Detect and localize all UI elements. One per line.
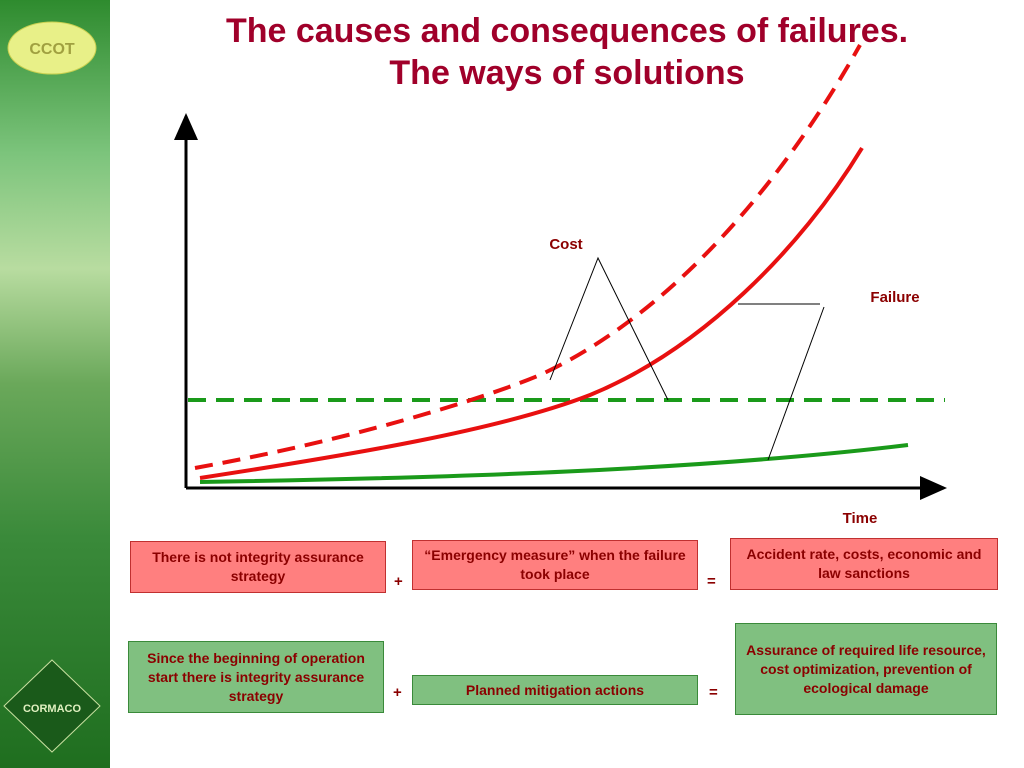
plus-sign: + (394, 573, 403, 590)
cause-box: There is not integrity assurance strateg… (130, 541, 386, 593)
cause-box: Since the beginning of operation start t… (128, 641, 384, 713)
cost-label: Cost (549, 236, 582, 253)
failure-leader (767, 306, 825, 461)
equals-sign: = (707, 573, 716, 590)
title-line: The causes and consequences of failures. (225, 12, 909, 50)
failure-label: Failure (870, 289, 919, 306)
dashed-red-curve (194, 44, 862, 470)
green-curve (199, 443, 909, 484)
result-box: Accident rate, costs, economic and law s… (730, 538, 998, 590)
action-box: “Emergency measure” when the failure too… (412, 540, 698, 590)
bottom-logo-text: CORMACO (23, 703, 81, 715)
result-box: Assurance of required life resource, cos… (735, 623, 997, 715)
red-curve (199, 146, 864, 480)
plus-sign: + (393, 684, 402, 701)
sidebar (0, 0, 110, 768)
bottom-logo (3, 659, 101, 753)
x-axis-label: Time (843, 510, 878, 527)
title-line: The ways of solutions (389, 54, 745, 92)
top-logo (7, 21, 97, 75)
top-logo-text: CCOT (29, 41, 75, 58)
cost-leader (549, 256, 669, 401)
action-box: Planned mitigation actions (412, 675, 698, 705)
title: The causes and consequences of failures.… (110, 10, 1024, 94)
equals-sign: = (709, 684, 718, 701)
